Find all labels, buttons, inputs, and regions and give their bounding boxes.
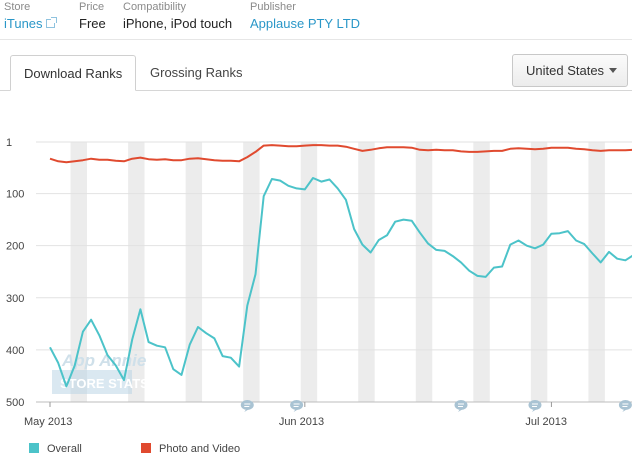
- x-tick-label: May 2013: [24, 416, 72, 428]
- legend-label-overall[interactable]: Overall: [47, 443, 82, 455]
- chart-series: [49, 144, 632, 388]
- y-tick-label: 200: [6, 241, 24, 253]
- y-tick-label: 1: [6, 137, 12, 149]
- external-link-icon[interactable]: [45, 17, 57, 28]
- weekend-band: [243, 142, 260, 402]
- price-label: Price: [79, 1, 105, 13]
- y-axis-ticks: 1 100 200 300 400 500: [6, 137, 24, 409]
- watermark-line1: App Annie: [61, 351, 146, 370]
- store-value[interactable]: iTunes: [4, 16, 43, 31]
- y-tick-label: 100: [6, 189, 24, 201]
- store-info: Store iTunes: [4, 0, 57, 32]
- y-tick-label: 300: [6, 293, 24, 305]
- weekend-band: [300, 142, 318, 402]
- compatibility-value: iPhone, iPod touch: [123, 16, 233, 31]
- store-label: Store: [4, 1, 31, 13]
- overall-swatch: [29, 443, 39, 453]
- price-value: Free: [79, 16, 106, 31]
- legend-label-photo-video[interactable]: Photo and Video: [159, 443, 241, 455]
- photo-video-swatch: [141, 443, 151, 453]
- weekend-band: [358, 142, 375, 402]
- legend-item-overall[interactable]: Overall: [29, 442, 82, 456]
- watermark-line2: STORE STATS: [60, 376, 149, 391]
- annotation-bubble-icon[interactable]: [528, 400, 542, 412]
- y-tick-label: 400: [6, 345, 24, 357]
- annotation-bubble-icon[interactable]: [240, 400, 254, 412]
- country-select-value[interactable]: United States: [526, 63, 605, 78]
- price-info: Price Free: [79, 0, 106, 32]
- legend-item-photo-video[interactable]: Photo and Video: [141, 442, 240, 456]
- store-link[interactable]: iTunes: [4, 16, 57, 32]
- publisher-link[interactable]: Applause PTY LTD: [250, 16, 361, 31]
- tab-grossing-ranks[interactable]: Grossing Ranks: [150, 65, 243, 80]
- y-tick-label: 500: [6, 397, 24, 409]
- tab-download-ranks[interactable]: Download Ranks: [10, 55, 137, 91]
- weekend-band: [588, 142, 605, 402]
- annotation-bubble-icon[interactable]: [618, 400, 632, 412]
- publisher-label: Publisher: [250, 1, 296, 13]
- weekend-bands: [70, 142, 605, 402]
- x-tick-label: Jun 2013: [279, 416, 324, 428]
- tabs-divider: [0, 90, 632, 91]
- compatibility-label: Compatibility: [123, 1, 186, 13]
- header-divider: [0, 39, 632, 40]
- caret-down-icon[interactable]: [609, 68, 618, 73]
- x-axis-ticks: May 2013 Jun 2013 Jul 2013: [24, 402, 567, 428]
- weekend-band: [473, 142, 490, 402]
- annotation-bubble-icon[interactable]: [290, 400, 304, 412]
- annotation-bubble-icon[interactable]: [454, 400, 468, 412]
- publisher-info: Publisher Applause PTY LTD: [250, 0, 360, 32]
- country-select[interactable]: United States: [512, 54, 628, 87]
- compatibility-info: Compatibility iPhone, iPod touch: [123, 0, 232, 32]
- rank-chart: App Annie STORE STATS 1 100 200 300 400 500 M…: [6, 137, 632, 428]
- series-line-photo-and-video[interactable]: [49, 144, 632, 164]
- weekend-band: [415, 142, 433, 402]
- weekend-band: [70, 142, 87, 402]
- series-line-overall[interactable]: [49, 177, 632, 388]
- weekend-band: [185, 142, 203, 402]
- weekend-band: [530, 142, 548, 402]
- annotation-markers[interactable]: [240, 400, 632, 412]
- x-tick-label: Jul 2013: [525, 416, 567, 428]
